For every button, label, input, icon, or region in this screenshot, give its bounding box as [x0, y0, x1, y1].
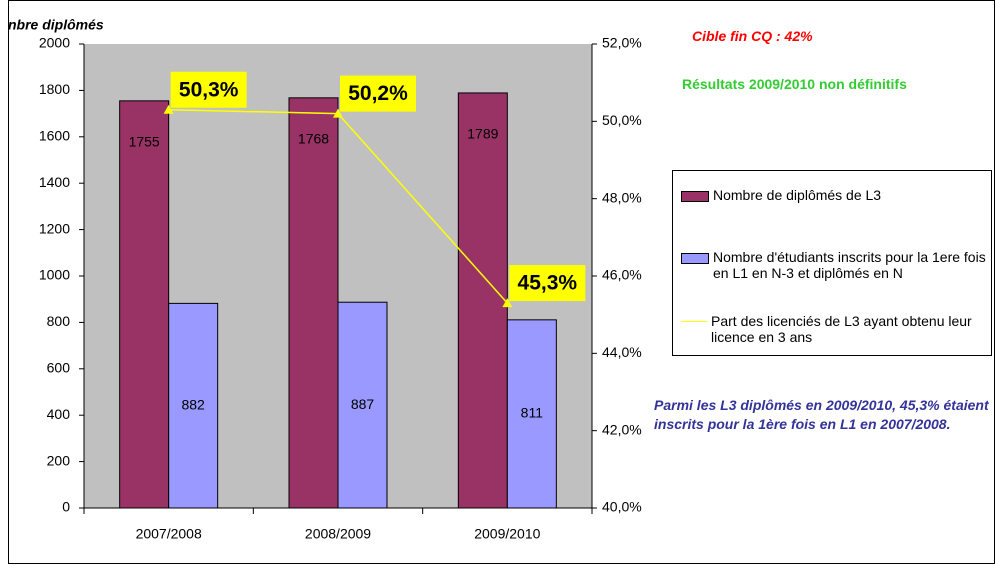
line-marker	[163, 104, 174, 114]
data-label-box	[170, 71, 247, 108]
data-label: 811	[521, 405, 544, 421]
y-axis-label: nbre diplômés	[8, 17, 104, 33]
y-tick-label: 2000	[39, 35, 70, 51]
chart-frame	[8, 0, 995, 564]
data-label: 50,2%	[348, 82, 408, 105]
y2-tick-label: 46,0%	[602, 267, 642, 283]
bar	[457, 92, 508, 509]
y-tick-label: 1000	[39, 267, 70, 283]
data-label: 50,3%	[179, 78, 239, 101]
bar	[337, 301, 388, 509]
y-tick-label: 1800	[39, 81, 70, 97]
annotation: Résultats 2009/2010 non définitifs	[682, 76, 907, 92]
y-tick-label: 1200	[39, 220, 70, 236]
data-label: 1789	[467, 126, 498, 142]
x-tick-label: 2008/2009	[305, 526, 371, 542]
legend-swatch	[681, 321, 707, 322]
data-label-box	[340, 75, 416, 112]
data-label: 882	[181, 396, 205, 412]
y-tick-label: 600	[47, 360, 71, 376]
y2-tick-label: 48,0%	[602, 189, 642, 205]
y-tick-label: 1400	[39, 174, 70, 190]
data-label: 1755	[129, 134, 160, 150]
legend-label: Nombre d'étudiants inscrits pour la 1ere…	[713, 249, 986, 281]
legend-swatch	[681, 191, 709, 202]
y-tick-label: 0	[62, 499, 70, 515]
annotation: Parmi les L3 diplômés en 2009/2010, 45,3…	[654, 397, 989, 432]
legend-item: Part des licenciés de L3 ayant obtenu le…	[681, 313, 991, 345]
line-marker	[333, 108, 343, 118]
data-label-box	[509, 265, 586, 302]
y2-tick-label: 40,0%	[602, 499, 642, 515]
line-marker	[502, 298, 513, 308]
y-tick-label: 200	[47, 452, 71, 468]
y2-tick-label: 42,0%	[602, 421, 642, 437]
y2-tick-label: 44,0%	[602, 344, 642, 360]
x-tick-label: 2009/2010	[474, 526, 540, 542]
legend: Nombre de diplômés de L3 Nombre d'étudian…	[672, 170, 992, 356]
y2-tick-label: 50,0%	[602, 112, 642, 128]
data-label: 887	[351, 396, 375, 412]
legend-label: Part des licenciés de L3 ayant obtenu le…	[711, 313, 972, 345]
bar	[119, 100, 170, 509]
y-tick-label: 1600	[39, 128, 70, 144]
y-tick-label: 800	[47, 313, 71, 329]
legend-item: Nombre de diplômés de L3	[681, 187, 881, 203]
y-tick-label: 400	[47, 406, 71, 422]
legend-label: Nombre de diplômés de L3	[713, 187, 882, 203]
annotation: Cible fin CQ : 42%	[692, 28, 813, 44]
legend-item: Nombre d'étudiants inscrits pour la 1ere…	[681, 249, 991, 281]
data-label: 1768	[298, 131, 329, 147]
y2-tick-label: 52,0%	[602, 35, 642, 51]
bar	[168, 302, 219, 509]
bar	[288, 97, 339, 509]
x-tick-label: 2007/2008	[136, 526, 202, 542]
legend-swatch	[681, 253, 709, 264]
bar	[506, 319, 557, 509]
data-label: 45,3%	[518, 272, 578, 295]
